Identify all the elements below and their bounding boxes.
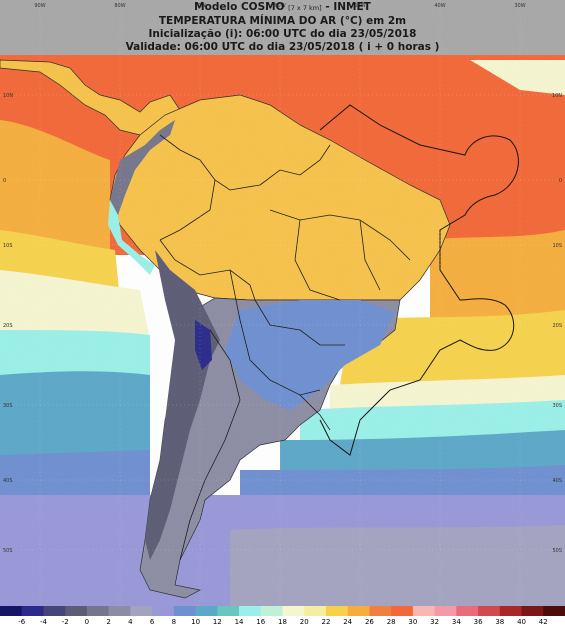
grid-labels: 90W 80W 70W 60W 50W 40W 30W 10N 0 10S 20… bbox=[3, 3, 562, 554]
colorbar-swatch bbox=[304, 606, 327, 616]
colorbar-swatch bbox=[347, 606, 371, 616]
colorbar-tick-label: 24 bbox=[343, 618, 352, 626]
colorbar-swatch bbox=[282, 606, 305, 616]
lat-label: 50S bbox=[552, 548, 562, 554]
colorbar-tick-label: -2 bbox=[62, 618, 69, 626]
lat-label: 20S bbox=[3, 323, 13, 329]
colorbar-swatch bbox=[456, 606, 479, 616]
texture-overlay bbox=[0, 0, 565, 606]
colorbar-tick-label: -4 bbox=[40, 618, 48, 626]
colorbar-swatch bbox=[239, 606, 262, 616]
colorbar-swatch bbox=[21, 606, 45, 616]
colorbar-tick-label: 38 bbox=[495, 618, 504, 626]
colorbar-tick-label: 10 bbox=[191, 618, 200, 626]
colorbar-swatch bbox=[543, 606, 565, 616]
colorbar-tick-label: 2 bbox=[106, 618, 110, 626]
lon-label: 40W bbox=[434, 3, 445, 9]
colorbar-tick-label: 14 bbox=[235, 618, 244, 626]
colorbar-tick-label: 16 bbox=[256, 618, 265, 626]
colorbar-tick-label: 8 bbox=[172, 618, 176, 626]
colorbar-tick-label: 20 bbox=[300, 618, 309, 626]
lat-label: 10N bbox=[3, 93, 13, 99]
colorbar-tick-label: 12 bbox=[213, 618, 222, 626]
lat-label: 10S bbox=[3, 243, 13, 249]
lat-label: 30S bbox=[552, 403, 562, 409]
colorbar-swatch bbox=[478, 606, 501, 616]
lat-label: 0 bbox=[3, 178, 6, 184]
temperature-colorbar: -6 -4 -2 0 2 4 6 8 10 12 14 16 18 20 22 24 26 28 30 32 34 36 3… bbox=[0, 606, 565, 626]
lon-label: 30W bbox=[514, 3, 525, 9]
lat-label: 40S bbox=[3, 478, 13, 484]
lat-label: 30S bbox=[3, 403, 13, 409]
colorbar-tick-label: 28 bbox=[387, 618, 396, 626]
lon-label: 50W bbox=[354, 3, 365, 9]
colorbar-tick-label: 30 bbox=[408, 618, 417, 626]
colorbar-swatches bbox=[0, 606, 565, 616]
colorbar-tick-label: 32 bbox=[430, 618, 439, 626]
colorbar-tick-label: 26 bbox=[365, 618, 374, 626]
lon-label: 70W bbox=[194, 3, 205, 9]
colorbar-tick-label: 42 bbox=[539, 618, 548, 626]
lat-label: 40S bbox=[552, 478, 562, 484]
lat-label: 0 bbox=[559, 178, 562, 184]
colorbar-swatch bbox=[412, 606, 436, 616]
colorbar-swatch bbox=[108, 606, 131, 616]
colorbar-swatch bbox=[0, 606, 23, 616]
colorbar-swatch bbox=[499, 606, 523, 616]
colorbar-swatch bbox=[195, 606, 218, 616]
lat-label: 20S bbox=[552, 323, 562, 329]
lon-label: 90W bbox=[34, 3, 45, 9]
colorbar-tick-label: -6 bbox=[18, 618, 26, 626]
colorbar-tick-label: 40 bbox=[517, 618, 526, 626]
colorbar-swatch bbox=[434, 606, 457, 616]
colorbar-swatch bbox=[260, 606, 284, 616]
colorbar-tick-label: 22 bbox=[321, 618, 330, 626]
colorbar-swatch bbox=[130, 606, 153, 616]
colorbar-swatch bbox=[86, 606, 110, 616]
colorbar-swatch bbox=[152, 606, 175, 616]
colorbar-tick-label: 6 bbox=[150, 618, 155, 626]
lon-label: 60W bbox=[274, 3, 285, 9]
lat-label: 50S bbox=[3, 548, 13, 554]
colorbar-swatch bbox=[217, 606, 240, 616]
colorbar-tick-label: 0 bbox=[85, 618, 89, 626]
colorbar-tick-labels: -6 -4 -2 0 2 4 6 8 10 12 14 16 18 20 22 24 26 28 30 32 34 36 3… bbox=[18, 618, 547, 626]
colorbar-swatch bbox=[521, 606, 544, 616]
colorbar-tick-label: 34 bbox=[452, 618, 461, 626]
colorbar-swatch bbox=[325, 606, 349, 616]
lon-label: 80W bbox=[114, 3, 125, 9]
colorbar-swatch bbox=[369, 606, 392, 616]
colorbar-swatch bbox=[391, 606, 414, 616]
colorbar-swatch bbox=[43, 606, 66, 616]
colorbar-tick-label: 4 bbox=[128, 618, 133, 626]
colorbar-swatch bbox=[173, 606, 197, 616]
lat-label: 10S bbox=[552, 243, 562, 249]
colorbar-swatch bbox=[65, 606, 88, 616]
colorbar-tick-label: 18 bbox=[278, 618, 287, 626]
colorbar-tick-label: 36 bbox=[474, 618, 483, 626]
lat-label: 10N bbox=[552, 93, 562, 99]
